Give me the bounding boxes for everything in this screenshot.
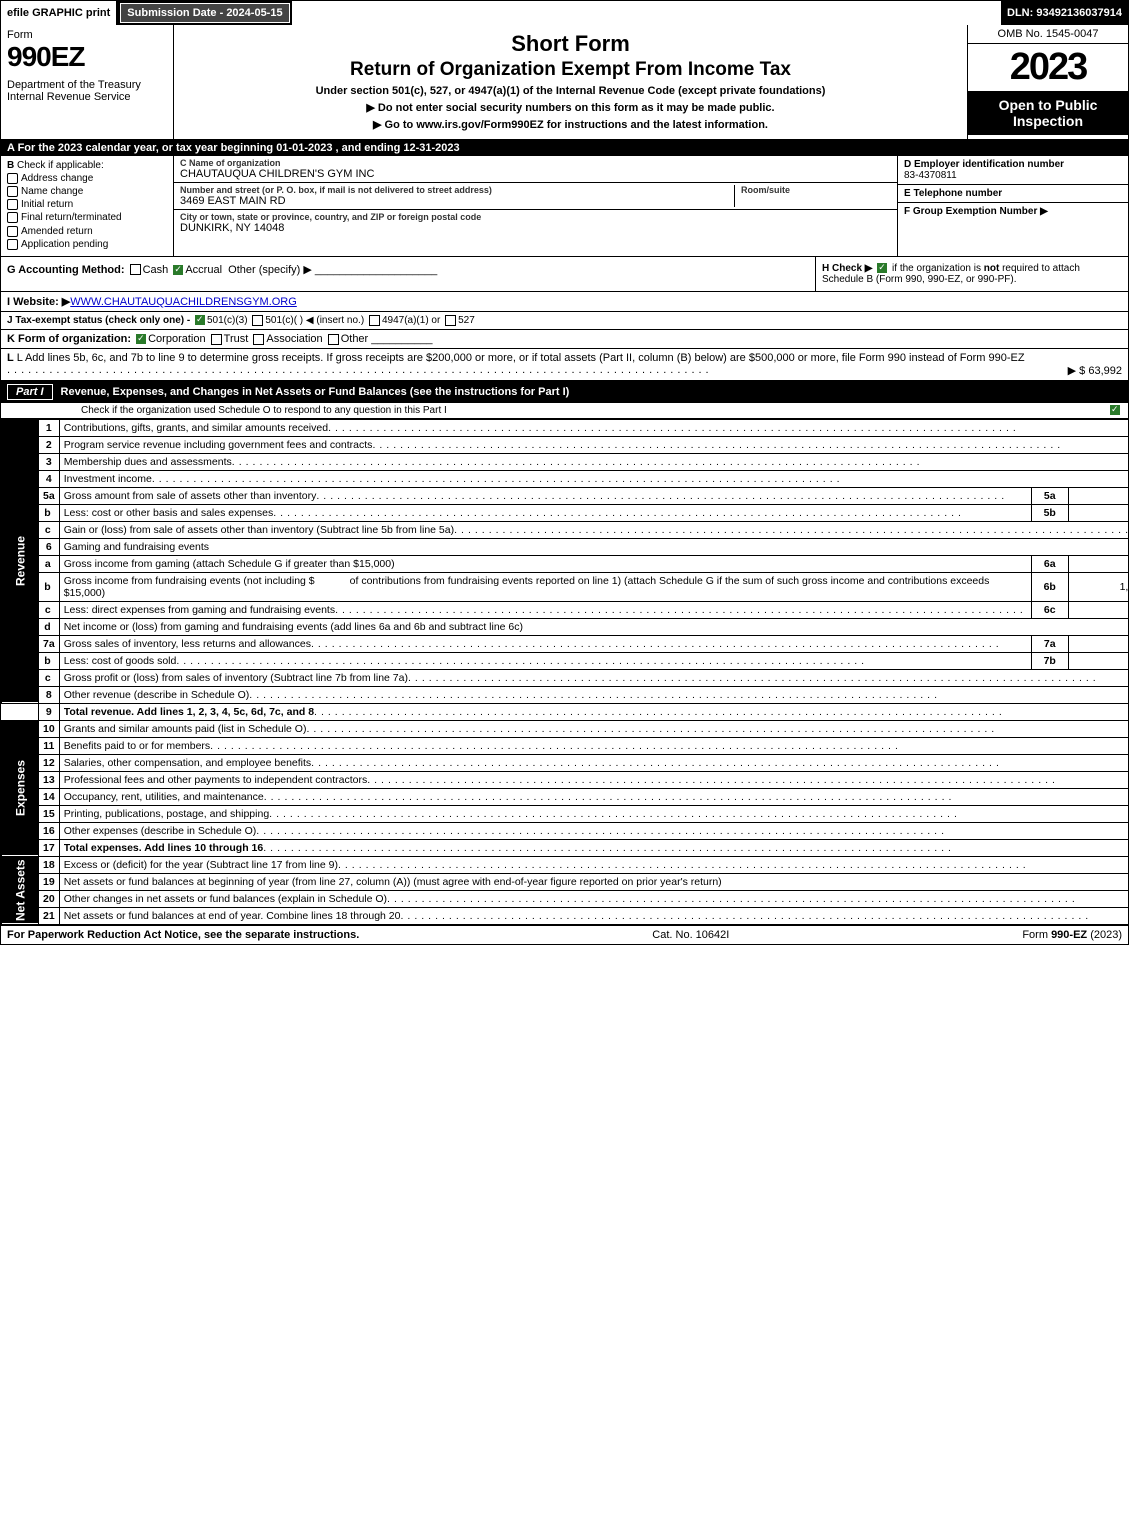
org-name: CHAUTAUQUA CHILDREN'S GYM INC [180,168,891,180]
amt-line-6c: 155 [1068,601,1129,618]
page-footer: For Paperwork Reduction Act Notice, see … [1,925,1128,944]
part-1-header: Part I Revenue, Expenses, and Changes in… [1,381,1128,403]
sidebar-revenue: Revenue [2,419,39,703]
amt-line-6b: 1,249 [1068,572,1129,601]
subtitle: Under section 501(c), 527, or 4947(a)(1)… [180,85,961,97]
schedule-b-check: H Check ▶ if the organization is not req… [815,257,1128,291]
open-to-public: Open to Public Inspection [968,91,1128,135]
title-return: Return of Organization Exempt From Incom… [180,59,961,81]
row-a-tax-year: A For the 2023 calendar year, or tax yea… [1,140,1128,156]
chk-address-change[interactable]: Address change [7,173,167,184]
chk-trust[interactable] [211,334,222,345]
sidebar-net-assets: Net Assets [2,856,39,924]
form-header: Form 990EZ Department of the Treasury In… [1,25,1128,140]
col-def: D Employer identification number 83-4370… [897,156,1128,256]
lines-table: Revenue 1 Contributions, gifts, grants, … [1,419,1129,925]
department-label: Department of the Treasury Internal Reve… [7,79,167,103]
header-middle: Short Form Return of Organization Exempt… [174,25,967,139]
chk-association[interactable] [253,334,264,345]
form-container: efile GRAPHIC print Submission Date - 20… [0,0,1129,945]
note-ssn: ▶ Do not enter social security numbers o… [180,101,961,114]
col-c-org-info: C Name of organization CHAUTAUQUA CHILDR… [174,156,897,256]
row-j-tax-exempt: J Tax-exempt status (check only one) - 5… [1,312,1128,330]
chk-cash[interactable] [130,264,141,275]
org-city: DUNKIRK, NY 14048 [180,222,891,234]
sidebar-expenses: Expenses [2,720,39,856]
chk-final-return[interactable]: Final return/terminated [7,212,167,223]
chk-amended-return[interactable]: Amended return [7,226,167,237]
dln-label: DLN: 93492136037914 [1001,1,1128,25]
org-street: 3469 EAST MAIN RD [180,195,734,207]
top-bar: efile GRAPHIC print Submission Date - 20… [1,1,1128,25]
chk-initial-return[interactable]: Initial return [7,199,167,210]
chk-4947[interactable] [369,315,380,326]
chk-application-pending[interactable]: Application pending [7,239,167,250]
header-left: Form 990EZ Department of the Treasury In… [1,25,174,139]
chk-corporation[interactable] [136,334,146,344]
chk-501c3[interactable] [195,315,205,325]
ein-value: 83-4370811 [904,170,1122,181]
row-gh: G Accounting Method: Cash Accrual Other … [1,257,1128,292]
row-i-website: I Website: ▶WWW.CHAUTAUQUACHILDRENSGYM.O… [1,292,1128,312]
form-word: Form [7,29,167,41]
accounting-method: G Accounting Method: Cash Accrual Other … [1,257,815,291]
chk-501c[interactable] [252,315,263,326]
chk-527[interactable] [445,315,456,326]
header-right: OMB No. 1545-0047 2023 Open to Public In… [967,25,1128,139]
part-1-subnote: Check if the organization used Schedule … [1,403,1128,419]
row-l-gross-receipts: L L Add lines 5b, 6c, and 7b to line 9 t… [1,349,1128,381]
tax-year: 2023 [968,44,1128,91]
efile-label[interactable]: efile GRAPHIC print [1,1,118,25]
website-link[interactable]: WWW.CHAUTAUQUACHILDRENSGYM.ORG [70,296,297,308]
row-k-form-of-org: K Form of organization: Corporation Trus… [1,330,1128,349]
catalog-number: Cat. No. 10642I [652,929,729,941]
chk-schedule-o-part1[interactable] [1110,405,1120,415]
chk-schedule-b[interactable] [877,263,887,273]
chk-accrual[interactable] [173,265,183,275]
note-goto: ▶ Go to www.irs.gov/Form990EZ for instru… [180,118,961,131]
submission-date: Submission Date - 2024-05-15 [120,3,289,23]
form-number: 990EZ [7,41,167,73]
irs-link[interactable]: www.irs.gov/Form990EZ [416,119,543,131]
omb-number: OMB No. 1545-0047 [968,25,1128,44]
section-bcdef: B Check if applicable: Address change Na… [1,156,1128,257]
col-b-checkboxes: B Check if applicable: Address change Na… [1,156,174,256]
chk-name-change[interactable]: Name change [7,186,167,197]
gross-receipts-value: ▶ $ 63,992 [1068,364,1122,377]
title-short-form: Short Form [180,31,961,57]
chk-other-org[interactable] [328,334,339,345]
